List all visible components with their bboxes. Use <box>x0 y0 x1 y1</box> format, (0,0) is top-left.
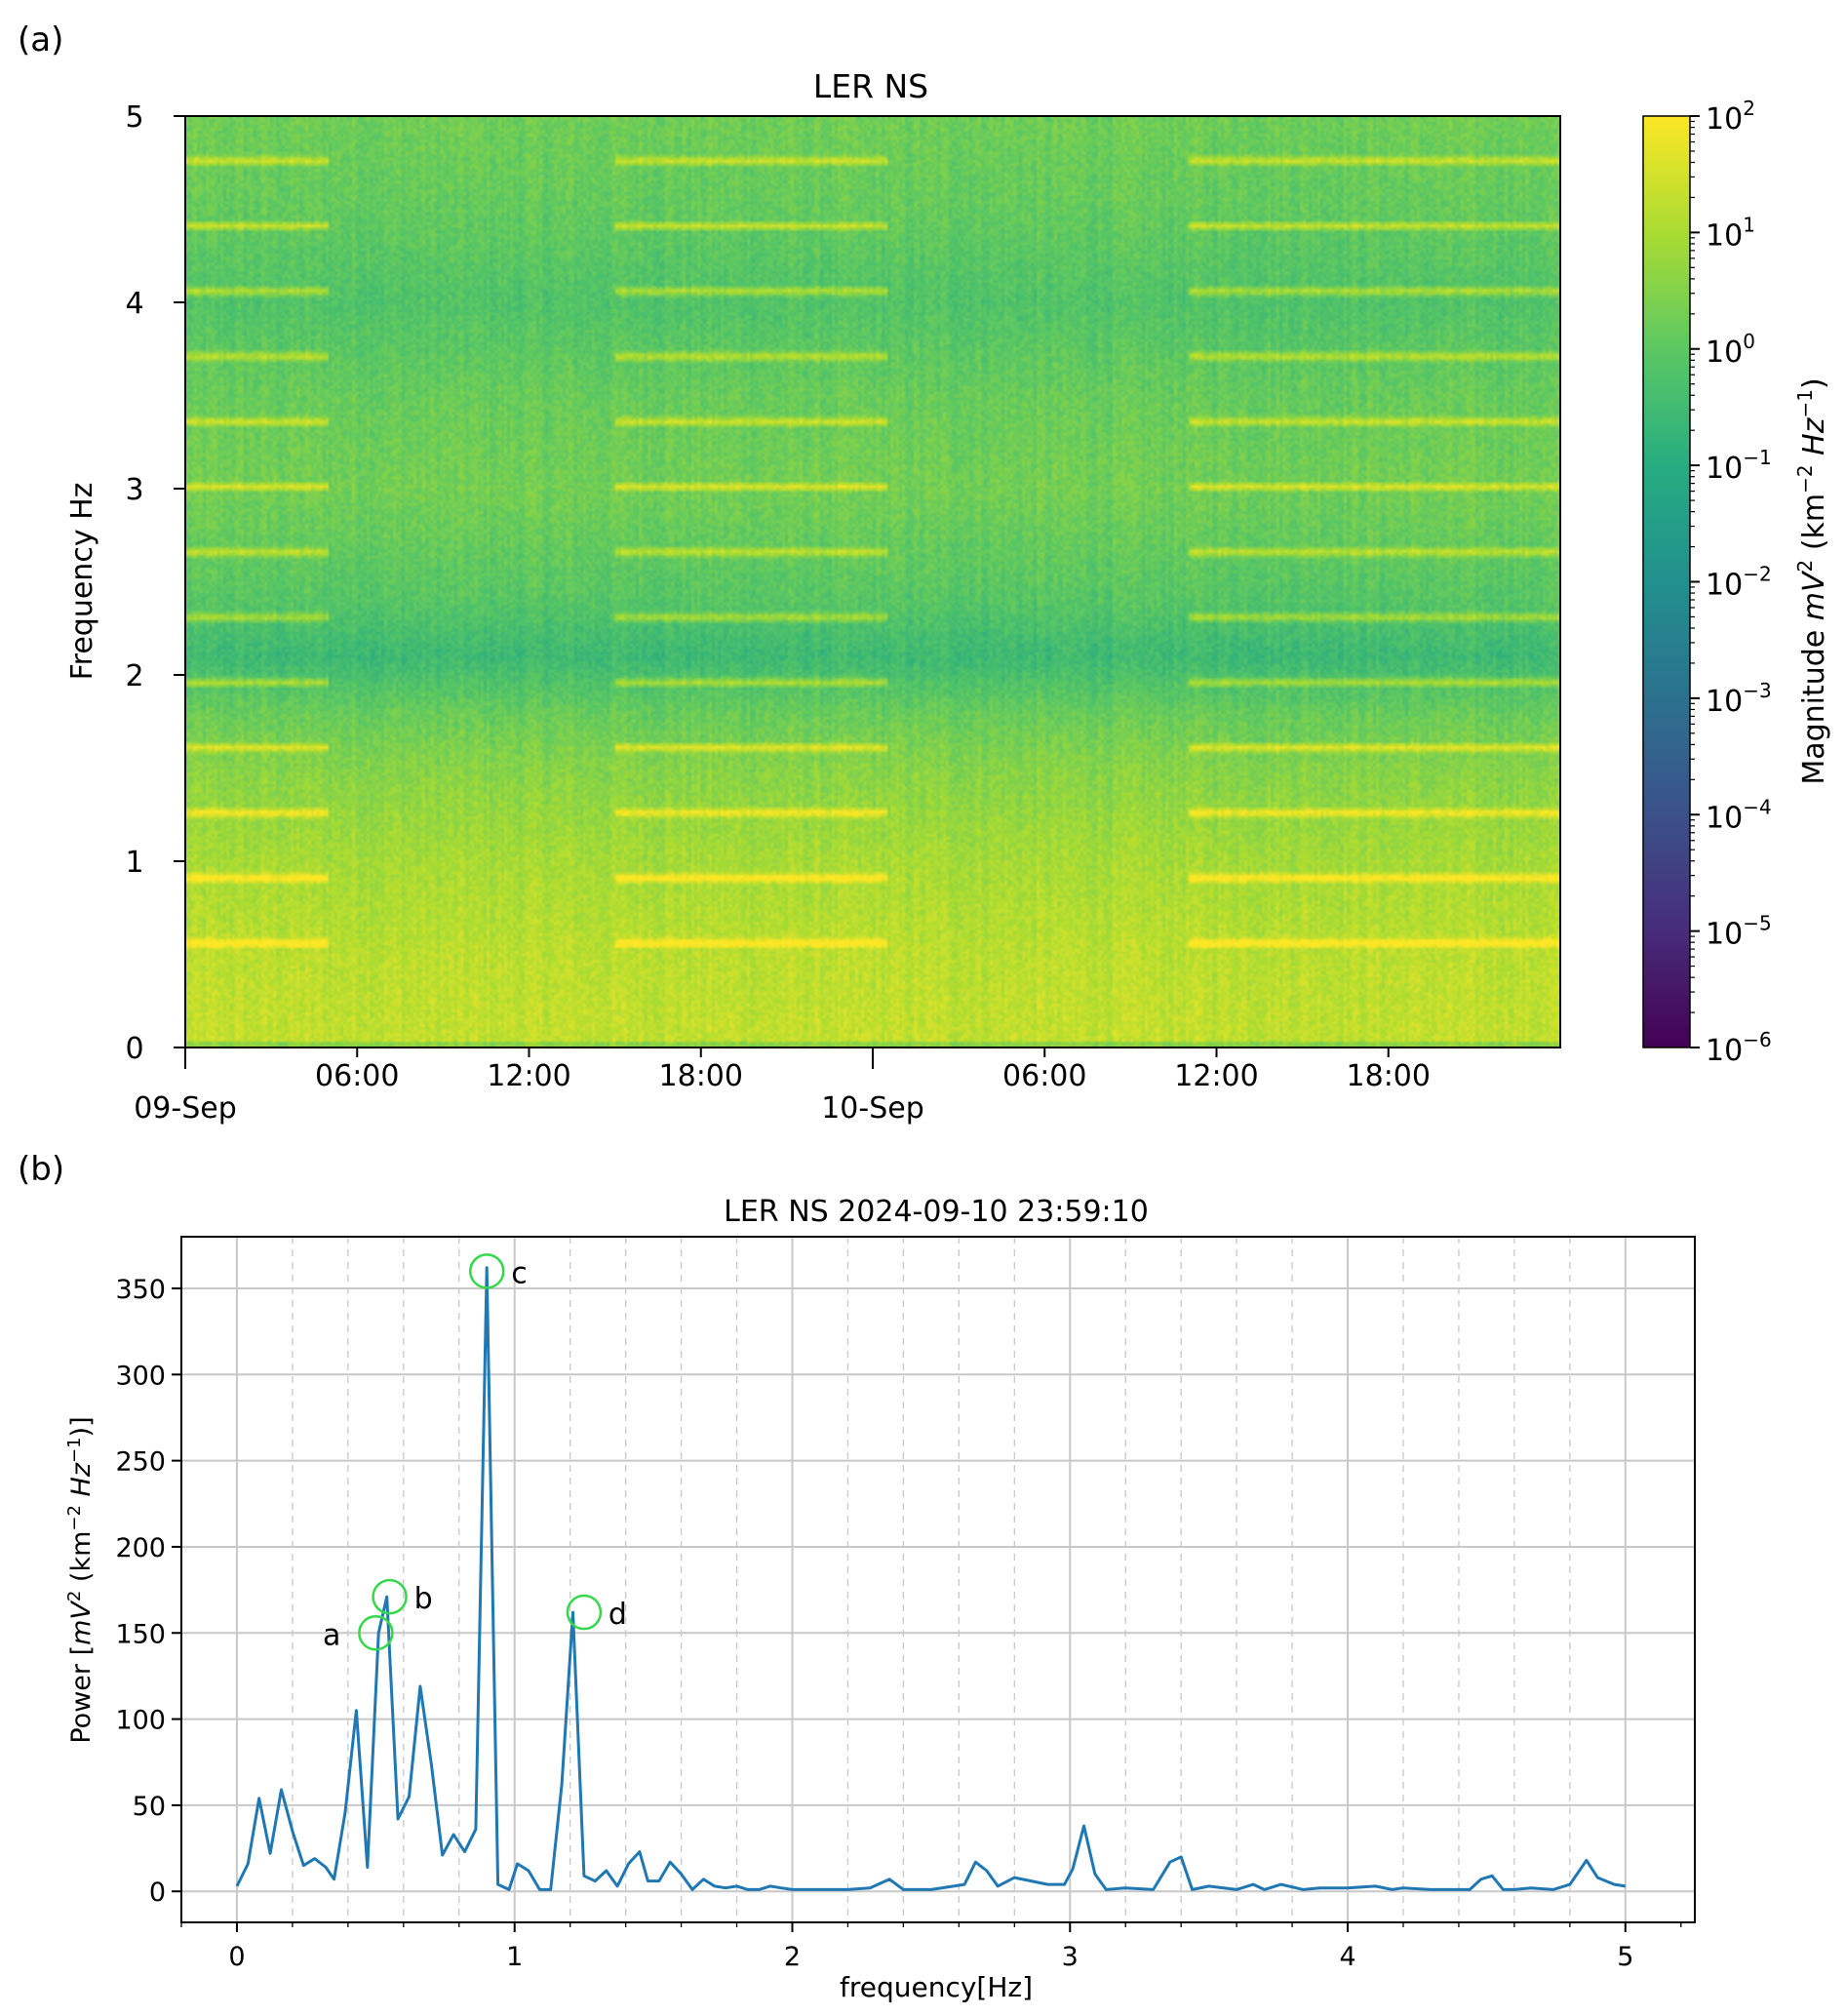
x-tick-label: 0 <box>228 1942 245 1972</box>
spectrogram-y-tick-label: 3 <box>125 473 143 507</box>
ylabel-hz: Hz <box>66 1462 97 1505</box>
spectrogram-image <box>185 116 1560 1048</box>
x-tick-label: 3 <box>1062 1942 1079 1972</box>
spectrogram-y-tick-label: 0 <box>125 1032 143 1066</box>
colorbar-tick-label: 101 <box>1706 213 1755 253</box>
ylabel-km-exp: −2 <box>64 1505 85 1531</box>
panel-label-b: (b) <box>18 1150 64 1189</box>
spectrogram-x-time-label: 18:00 <box>659 1059 743 1093</box>
spectrogram-x-ticks: 09-Sep 10-Sep 06:00 12:00 18:00 06:00 12:00 18:… <box>134 1048 1431 1126</box>
colorbar-tick-label: 10−5 <box>1706 912 1772 952</box>
colorbar-label-unit-exp: 2 <box>1793 560 1817 573</box>
colorbar-label-prefix: Magnitude <box>1797 620 1831 784</box>
y-tick-label: 150 <box>115 1619 166 1649</box>
spectrogram-panel: LER NS 0 1 2 3 4 5 09-Sep 10-Sep 06:00 12:00 18:0… <box>65 67 1831 1126</box>
y-tick-label: 0 <box>149 1878 166 1908</box>
spectrogram-title: LER NS <box>813 67 928 105</box>
x-tick-label: 2 <box>784 1942 801 1972</box>
colorbar-label-paren: (km <box>1797 494 1831 560</box>
ylabel-close: )] <box>66 1416 97 1437</box>
x-tick-label: 1 <box>506 1942 523 1972</box>
power-spectrum-x-ticks: 0 1 2 3 4 5 <box>180 1922 1682 1972</box>
colorbar-tick-label: 102 <box>1706 97 1755 137</box>
peak-label-c: c <box>511 1256 528 1290</box>
ylabel-paren: (km <box>66 1531 97 1591</box>
power-spectrum-frame <box>180 1236 1696 1923</box>
peak-label-d: d <box>608 1598 627 1632</box>
y-tick-label: 250 <box>115 1447 166 1478</box>
colorbar-tick-label: 10−2 <box>1706 563 1772 603</box>
colorbar-tick-label: 10−3 <box>1706 679 1772 719</box>
peak-label-a: a <box>323 1618 340 1652</box>
spectrogram-x-time-label: 18:00 <box>1347 1059 1431 1093</box>
peak-marker-a <box>358 1615 394 1651</box>
ylabel-unit-exp: 2 <box>64 1591 85 1601</box>
y-tick-label: 300 <box>115 1361 166 1391</box>
peak-annotations: a b c d <box>323 1253 627 1652</box>
colorbar-ticks: 102 101 100 10−1 10−2 10−3 10−4 10−5 10−6 <box>1690 97 1772 1068</box>
colorbar-label-close: ) <box>1797 377 1831 389</box>
x-tick-label: 4 <box>1339 1942 1355 1972</box>
peak-marker-c <box>468 1253 505 1289</box>
spectrogram-y-ticks: 0 1 2 3 4 5 <box>125 100 185 1066</box>
colorbar-tick-label: 10−4 <box>1706 795 1772 835</box>
spectrogram-x-time-label: 12:00 <box>1174 1059 1258 1093</box>
spectrogram-y-tick-label: 5 <box>125 100 143 135</box>
y-tick-label: 200 <box>115 1533 166 1563</box>
y-tick-label: 350 <box>115 1275 166 1305</box>
ylabel-hz-exp: −1 <box>64 1437 85 1463</box>
ylabel-unit: mV <box>66 1600 97 1645</box>
colorbar-label-hz: Hz <box>1797 416 1831 464</box>
spectrogram-x-time-label: 06:00 <box>315 1059 399 1093</box>
peak-marker-b <box>372 1578 408 1615</box>
spectrogram-y-tick-label: 2 <box>125 659 143 693</box>
power-spectrum-ylabel: Power [mV2 (km−2 Hz−1)] <box>64 1416 98 1743</box>
spectrogram-x-time-label: 12:00 <box>487 1059 570 1093</box>
colorbar-label-km-exp: −2 <box>1793 464 1817 493</box>
peak-marker-d <box>566 1594 603 1631</box>
spectrogram-x-date-label: 09-Sep <box>134 1091 237 1126</box>
colorbar-label-hz-exp: −1 <box>1793 389 1817 417</box>
ylabel-prefix: Power [ <box>66 1645 97 1744</box>
spectrogram-x-date-label: 10-Sep <box>821 1091 924 1126</box>
power-spectrum-title: LER NS 2024-09-10 23:59:10 <box>724 1195 1149 1229</box>
colorbar-label: Magnitude mV2 (km−2 Hz−1) <box>1793 377 1831 784</box>
power-spectrum-y-ticks: 0 50 100 150 200 250 300 350 <box>115 1275 181 1908</box>
colorbar-tick-label: 10−6 <box>1706 1028 1772 1068</box>
spectrogram-y-tick-label: 4 <box>125 287 143 321</box>
spectrogram-y-tick-label: 1 <box>125 846 143 880</box>
panel-label-a: (a) <box>18 20 63 59</box>
colorbar-tick-label: 10−1 <box>1706 446 1772 486</box>
colorbar-label-unit: mV <box>1797 570 1831 620</box>
y-tick-label: 100 <box>115 1706 166 1736</box>
x-tick-label: 5 <box>1617 1942 1633 1972</box>
colorbar-tick-label: 100 <box>1706 330 1755 370</box>
spectrogram-x-time-label: 06:00 <box>1002 1059 1086 1093</box>
spectrogram-ylabel: Frequency Hz <box>65 483 99 681</box>
power-spectrum-xlabel: frequency[Hz] <box>840 1971 1033 2003</box>
power-spectrum-line <box>235 1266 1627 1891</box>
y-tick-label: 50 <box>133 1792 166 1822</box>
colorbar <box>1642 115 1691 1048</box>
power-spectrum-panel: LER NS 2024-09-10 23:59:10 a b c d 0 1 2 3 4 5 0… <box>64 1195 1696 2003</box>
power-spectrum-grid <box>181 1237 1695 1922</box>
peak-label-b: b <box>414 1582 433 1616</box>
